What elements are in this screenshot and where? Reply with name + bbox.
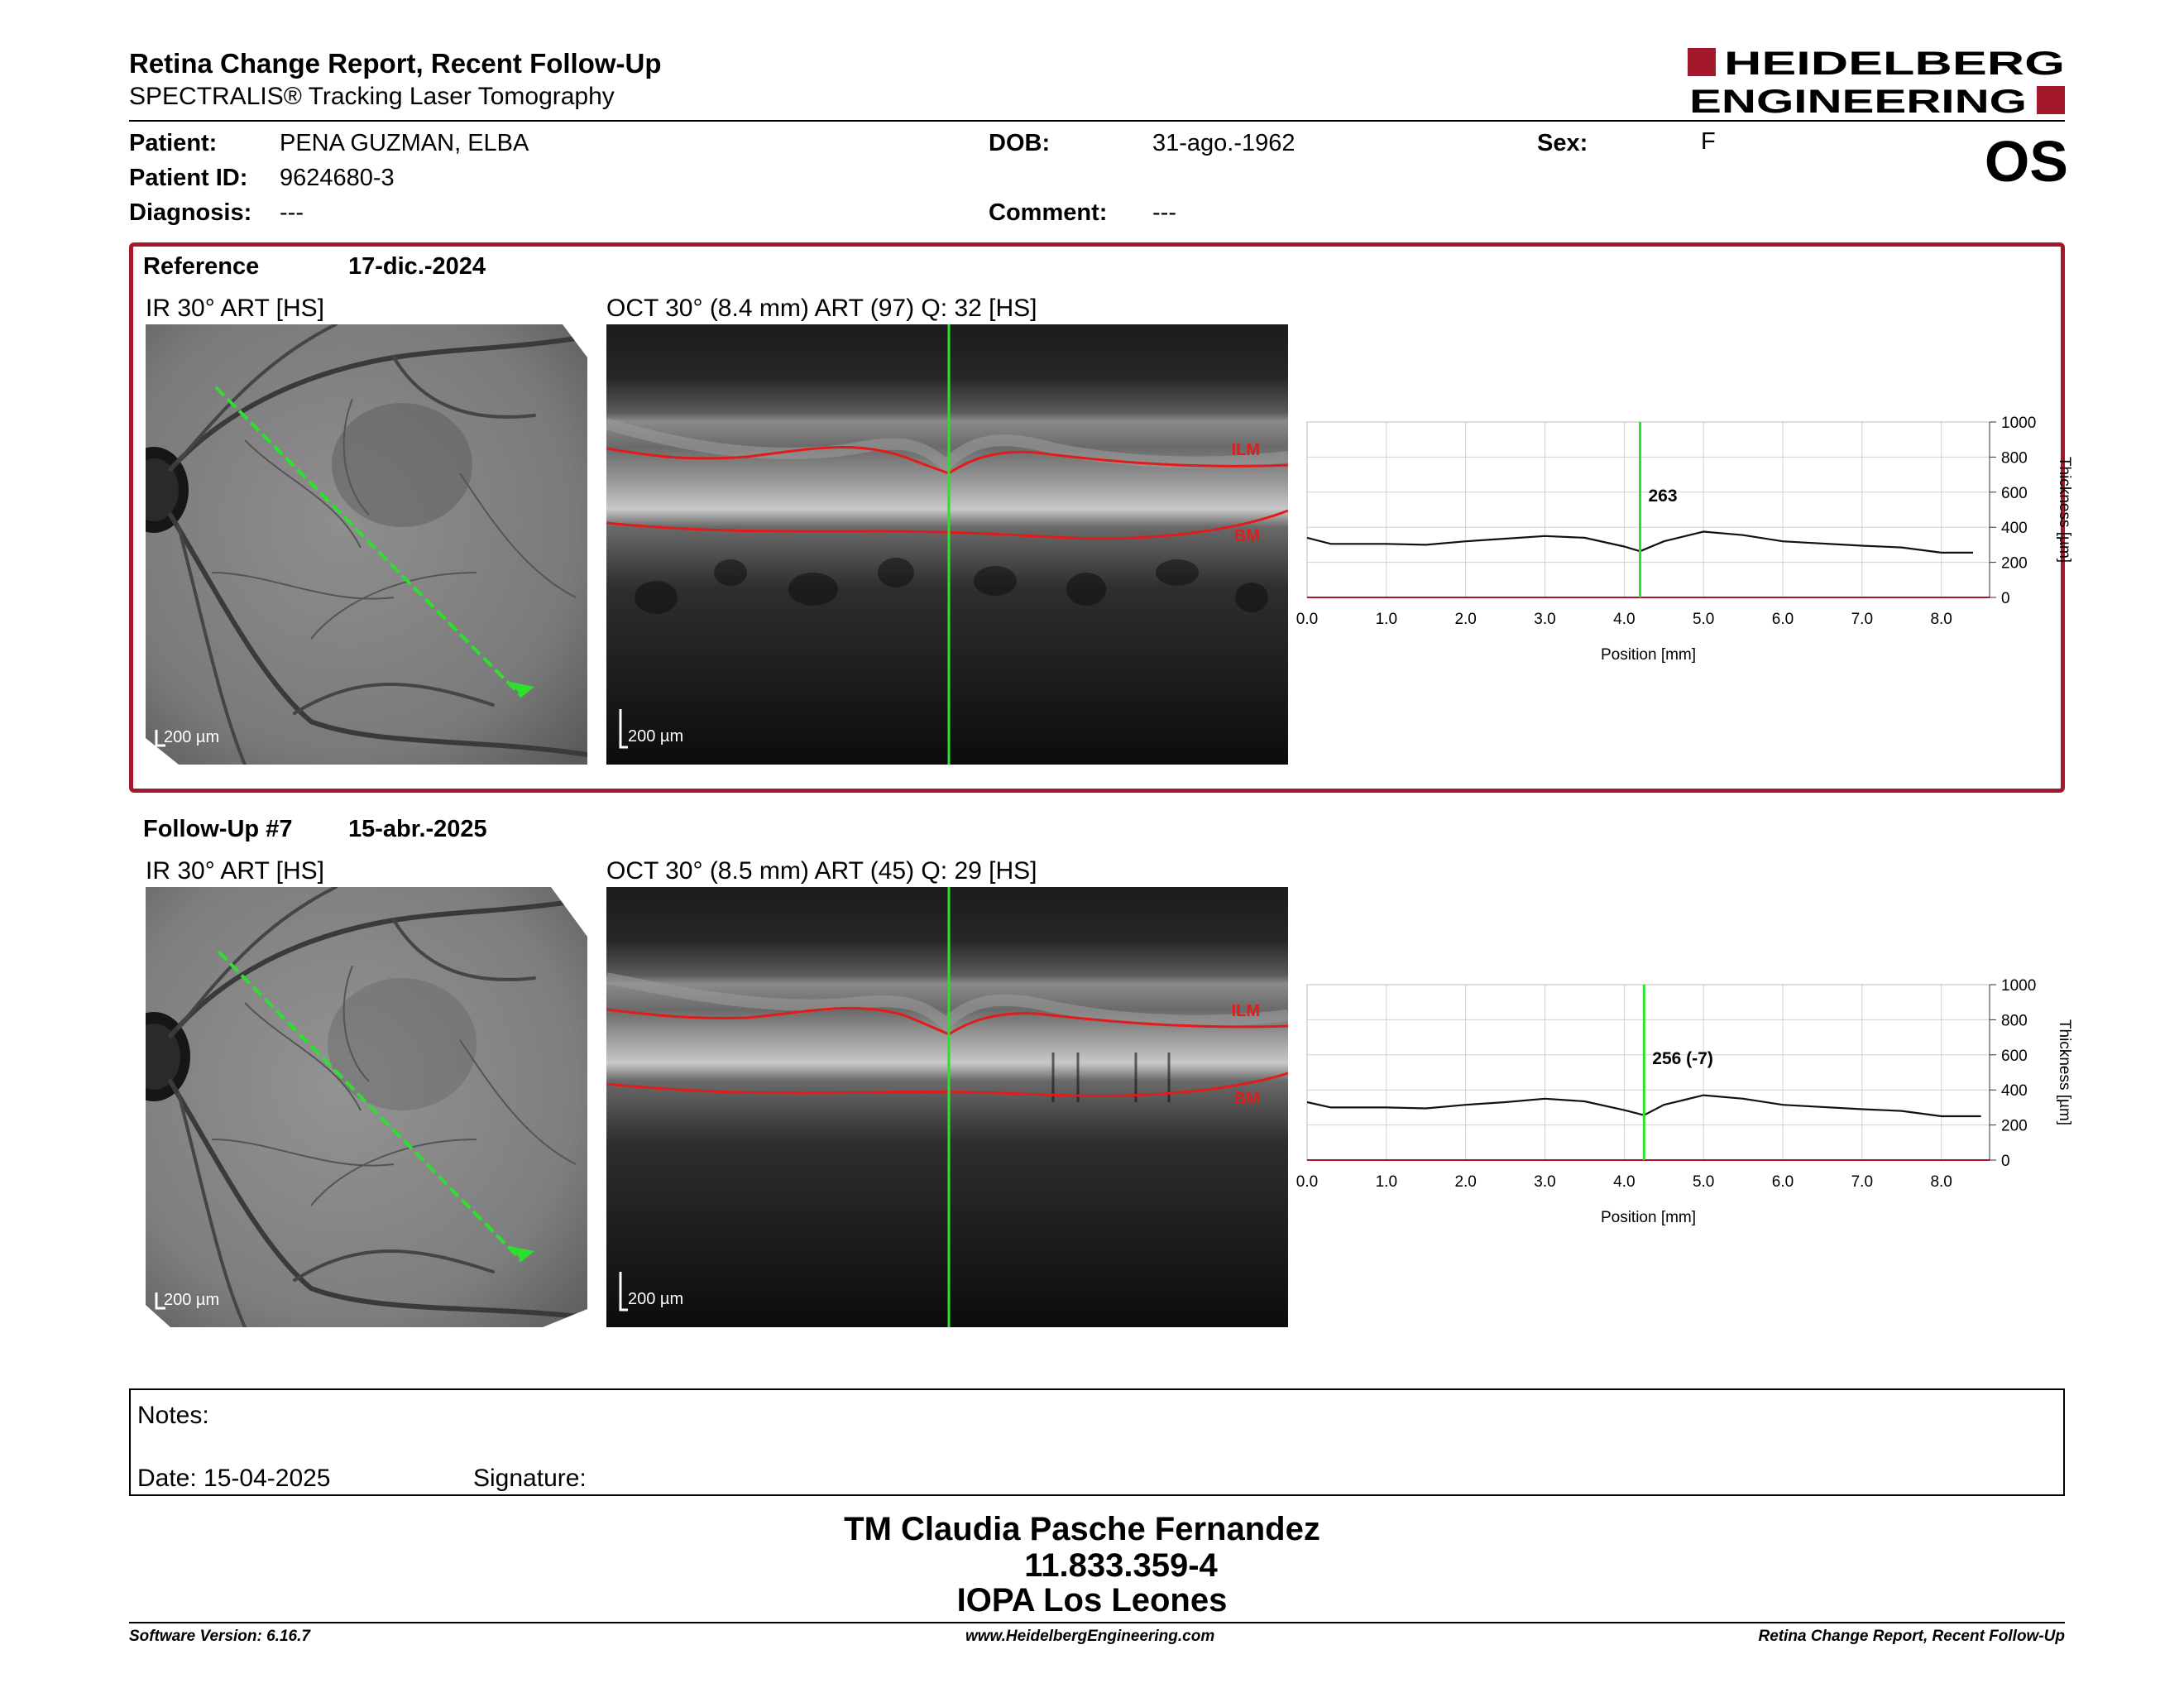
chart-y-tick-label: 400 [2001,1082,2028,1100]
followup-oct-scale: 200 µm [628,1290,684,1308]
reference-ilm-label: ILM [1232,441,1260,459]
diagnosis-value: --- [280,199,304,226]
notes-date: Date: 15-04-2025 [137,1465,331,1492]
report-subtitle: SPECTRALIS® Tracking Laser Tomography [129,83,615,110]
chart-x-tick-label: 8.0 [1930,611,1952,628]
reference-thickness-chart: 0.0 1.0 2.0 3.0 4.0 5.0 6.0 7.0 8.0 0 200 400 600 800… [1296,415,2073,664]
chart-x-axis-label: Position [mm] [1601,1209,1696,1226]
chart-y-tick-label: 200 [2001,1118,2028,1135]
notes-box: Notes: Date: 15-04-2025 Signature: [129,1388,2065,1496]
sex-value: F [1701,128,1716,155]
chart-thickness-line [1306,530,1973,554]
notes-label: Notes: [137,1402,209,1429]
diagnosis-label: Diagnosis: [129,199,252,226]
chart-x-tick-label: 2.0 [1454,611,1476,628]
followup-oct-bscan-image: ILM BM 200 µm [606,887,1288,1327]
chart-x-tick-label: 1.0 [1376,611,1397,628]
comment-label: Comment: [989,199,1108,226]
followup-label: Follow-Up #7 [143,816,293,842]
chart-x-tick-label: 6.0 [1772,1173,1794,1191]
comment-value: --- [1152,199,1176,226]
chart-y-tick-label: 400 [2001,520,2028,537]
signer-institution: IOPA Los Leones [956,1582,1228,1618]
patient-id-label: Patient ID: [129,165,248,191]
chart-y-tick-label: 0 [2001,1153,2010,1170]
patient-label: Patient: [129,130,218,156]
chart-x-tick-label: 3.0 [1534,611,1555,628]
reference-ir-scale: 200 µm [164,728,220,746]
logo-square-bottom [2037,86,2065,114]
followup-ir-fundus-image: 200 µm [146,887,587,1327]
reference-bm-label: BM [1234,527,1260,545]
followup-oct-caption: OCT 30° (8.5 mm) ART (45) Q: 29 [HS] [606,857,1037,885]
chart-plot-frame [1306,421,1990,598]
chart-x-tick-label: 4.0 [1613,611,1635,628]
signer-id: 11.833.359-4 [1024,1547,1218,1584]
chart-y-tick-label: 600 [2001,485,2028,502]
footer-website-link[interactable]: www.HeidelbergEngineering.com [965,1628,1215,1645]
header-divider [129,120,2065,122]
footer-divider [129,1622,2065,1623]
chart-x-tick-label: 8.0 [1930,1173,1952,1191]
sex-label: Sex: [1537,130,1588,156]
patient-id: 9624680-3 [280,165,395,191]
chart-x-axis-label: Position [mm] [1601,646,1696,664]
followup-ir-caption: IR 30° ART [HS] [146,857,324,885]
eye-indicator: OS [1984,129,2068,194]
chart-x-tick-label: 0.0 [1296,611,1318,628]
chart-x-tick-label: 5.0 [1693,611,1714,628]
chart-y-tick-label: 1000 [2001,415,2036,432]
chart-y-tick-label: 200 [2001,555,2028,573]
chart-x-tick-label: 5.0 [1693,1173,1714,1191]
dob-label: DOB: [989,130,1051,156]
reference-label: Reference [143,253,260,280]
chart-y-axis-label: Thickness [µm] [2056,457,2073,563]
chart-x-tick-label: 4.0 [1613,1173,1635,1191]
chart-y-tick-label: 1000 [2001,977,2036,995]
report-title: Retina Change Report, Recent Follow-Up [129,48,662,79]
chart-y-tick-label: 800 [2001,449,2028,467]
reference-date: 17-dic.-2024 [348,253,486,280]
logo-text-line1: HEIDELBERG [1724,46,2065,82]
chart-plot-frame [1306,984,1990,1161]
followup-thickness-chart: 0.0 1.0 2.0 3.0 4.0 5.0 6.0 7.0 8.0 0 200 400 600 800… [1296,977,2073,1226]
heidelberg-logo: HEIDELBERG ENGINEERING [1688,46,2065,116]
chart-marker-value-label: 256 (-7) [1652,1049,1713,1068]
chart-thickness-line [1306,1094,1981,1118]
reference-oct-scale: 200 µm [628,727,684,746]
footer-report-name: Retina Change Report, Recent Follow-Up [1758,1628,2065,1645]
chart-x-tick-label: 1.0 [1376,1173,1397,1191]
chart-y-tick-label: 0 [2001,590,2010,607]
chart-x-tick-label: 0.0 [1296,1173,1318,1191]
reference-panel [129,242,2065,793]
logo-square-top [1688,48,1716,76]
chart-x-tick-label: 6.0 [1772,611,1794,628]
patient-name: PENA GUZMAN, ELBA [280,130,529,156]
reference-ir-fundus-image: 200 µm [146,324,587,765]
footer-software-version: Software Version: 6.16.7 [129,1628,310,1645]
followup-bm-label: BM [1234,1090,1260,1108]
chart-y-axis-label: Thickness [µm] [2056,1019,2073,1125]
reference-oct-caption: OCT 30° (8.4 mm) ART (97) Q: 32 [HS] [606,295,1037,322]
chart-y-tick-label: 600 [2001,1048,2028,1065]
followup-date: 15-abr.-2025 [348,816,487,842]
chart-y-tick-label: 800 [2001,1012,2028,1029]
chart-x-tick-label: 7.0 [1851,1173,1873,1191]
chart-x-tick-label: 3.0 [1534,1173,1555,1191]
reference-oct-bscan-image: ILM BM 200 µm [606,324,1288,765]
reference-ir-caption: IR 30° ART [HS] [146,295,324,322]
chart-x-tick-label: 2.0 [1454,1173,1476,1191]
chart-x-tick-label: 7.0 [1851,611,1873,628]
chart-marker-value-label: 263 [1649,487,1678,506]
followup-ir-scale: 200 µm [164,1291,220,1309]
dob-value: 31-ago.-1962 [1152,130,1296,156]
logo-text-line2: ENGINEERING [1689,84,2027,116]
signature-label: Signature: [473,1465,587,1492]
followup-ilm-label: ILM [1232,1002,1260,1020]
signer-name: TM Claudia Pasche Fernandez [844,1511,1320,1547]
